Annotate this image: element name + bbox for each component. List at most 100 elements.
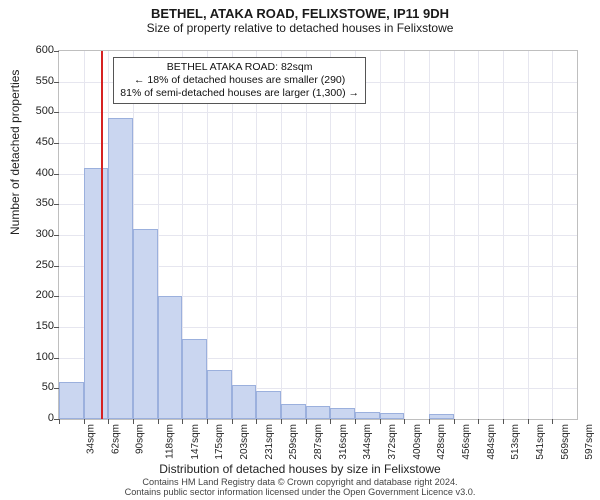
y-tick-label: 500 (14, 105, 54, 117)
x-tick-label: 287sqm (313, 424, 324, 460)
chart-title: BETHEL, ATAKA ROAD, FELIXSTOWE, IP11 9DH (0, 0, 600, 21)
y-tick-mark (54, 266, 59, 267)
y-tick-label: 100 (14, 351, 54, 363)
histogram-bar (306, 406, 331, 419)
gridline-vertical (552, 51, 553, 419)
x-tick-label: 344sqm (362, 424, 373, 460)
chart-subtitle: Size of property relative to detached ho… (0, 21, 600, 37)
x-tick-mark (429, 419, 430, 424)
histogram-bar (108, 118, 133, 419)
gridline-horizontal (59, 204, 577, 205)
x-tick-label: 400sqm (412, 424, 423, 460)
gridline-vertical (232, 51, 233, 419)
x-tick-label: 428sqm (436, 424, 447, 460)
x-tick-mark (256, 419, 257, 424)
y-tick-label: 550 (14, 75, 54, 87)
histogram-bar (355, 412, 380, 419)
footer-line-2: Contains public sector information licen… (0, 487, 600, 498)
gridline-vertical (404, 51, 405, 419)
gridline-horizontal (59, 143, 577, 144)
gridline-vertical (207, 51, 208, 419)
histogram-bar (84, 168, 109, 419)
x-tick-label: 62sqm (110, 424, 121, 454)
x-tick-mark (355, 419, 356, 424)
x-tick-label: 203sqm (239, 424, 250, 460)
x-tick-label: 484sqm (486, 424, 497, 460)
x-tick-label: 175sqm (214, 424, 225, 460)
y-tick-label: 50 (14, 381, 54, 393)
x-tick-mark (380, 419, 381, 424)
histogram-bar (158, 296, 183, 419)
y-tick-mark (54, 358, 59, 359)
x-tick-mark (306, 419, 307, 424)
y-tick-mark (54, 82, 59, 83)
x-tick-label: 513sqm (510, 424, 521, 460)
footer-line-1: Contains HM Land Registry data © Crown c… (0, 477, 600, 488)
gridline-vertical (380, 51, 381, 419)
x-axis-label: Distribution of detached houses by size … (0, 462, 600, 476)
x-tick-mark (454, 419, 455, 424)
gridline-vertical (256, 51, 257, 419)
y-tick-mark (54, 327, 59, 328)
x-tick-label: 231sqm (264, 424, 275, 460)
x-tick-mark (158, 419, 159, 424)
x-tick-mark (528, 419, 529, 424)
gridline-vertical (454, 51, 455, 419)
gridline-horizontal (59, 174, 577, 175)
y-tick-mark (54, 51, 59, 52)
x-tick-mark (207, 419, 208, 424)
property-marker-line (101, 51, 103, 419)
x-tick-label: 90sqm (135, 424, 146, 454)
gridline-vertical (330, 51, 331, 419)
gridline-vertical (355, 51, 356, 419)
histogram-bar (330, 408, 355, 419)
y-tick-label: 250 (14, 259, 54, 271)
histogram-bar (59, 382, 84, 419)
y-tick-mark (54, 296, 59, 297)
histogram-bar (281, 404, 306, 419)
x-tick-label: 118sqm (164, 424, 175, 459)
histogram-bar (232, 385, 257, 419)
plot-area: BETHEL ATAKA ROAD: 82sqm ← 18% of detach… (58, 50, 578, 420)
histogram-bar (429, 414, 454, 419)
y-tick-label: 300 (14, 228, 54, 240)
x-tick-mark (404, 419, 405, 424)
x-tick-label: 147sqm (190, 424, 201, 460)
info-box: BETHEL ATAKA ROAD: 82sqm ← 18% of detach… (113, 57, 366, 104)
y-tick-mark (54, 112, 59, 113)
x-tick-label: 541sqm (535, 424, 546, 460)
histogram-bar (380, 413, 405, 419)
x-tick-label: 34sqm (86, 424, 97, 454)
y-tick-mark (54, 235, 59, 236)
y-tick-mark (54, 204, 59, 205)
x-tick-label: 316sqm (338, 424, 349, 460)
x-tick-label: 569sqm (560, 424, 571, 460)
y-tick-label: 450 (14, 136, 54, 148)
gridline-vertical (478, 51, 479, 419)
info-line-2: ← 18% of detached houses are smaller (29… (120, 74, 359, 87)
y-axis-label: Number of detached properties (8, 70, 22, 235)
x-tick-mark (108, 419, 109, 424)
chart-container: BETHEL, ATAKA ROAD, FELIXSTOWE, IP11 9DH… (0, 0, 600, 500)
x-tick-mark (182, 419, 183, 424)
gridline-vertical (503, 51, 504, 419)
y-tick-label: 400 (14, 167, 54, 179)
x-tick-label: 456sqm (461, 424, 472, 460)
gridline-vertical (429, 51, 430, 419)
info-line-1: BETHEL ATAKA ROAD: 82sqm (120, 61, 359, 74)
y-tick-label: 600 (14, 44, 54, 56)
x-tick-mark (503, 419, 504, 424)
y-tick-label: 200 (14, 289, 54, 301)
histogram-bar (182, 339, 207, 419)
gridline-vertical (306, 51, 307, 419)
y-tick-mark (54, 143, 59, 144)
x-tick-mark (281, 419, 282, 424)
y-tick-label: 0 (14, 412, 54, 424)
gridline-vertical (528, 51, 529, 419)
histogram-bar (256, 391, 281, 419)
x-tick-mark (59, 419, 60, 424)
gridline-vertical (281, 51, 282, 419)
x-tick-label: 372sqm (387, 424, 398, 460)
x-tick-mark (84, 419, 85, 424)
x-tick-label: 259sqm (288, 424, 299, 460)
